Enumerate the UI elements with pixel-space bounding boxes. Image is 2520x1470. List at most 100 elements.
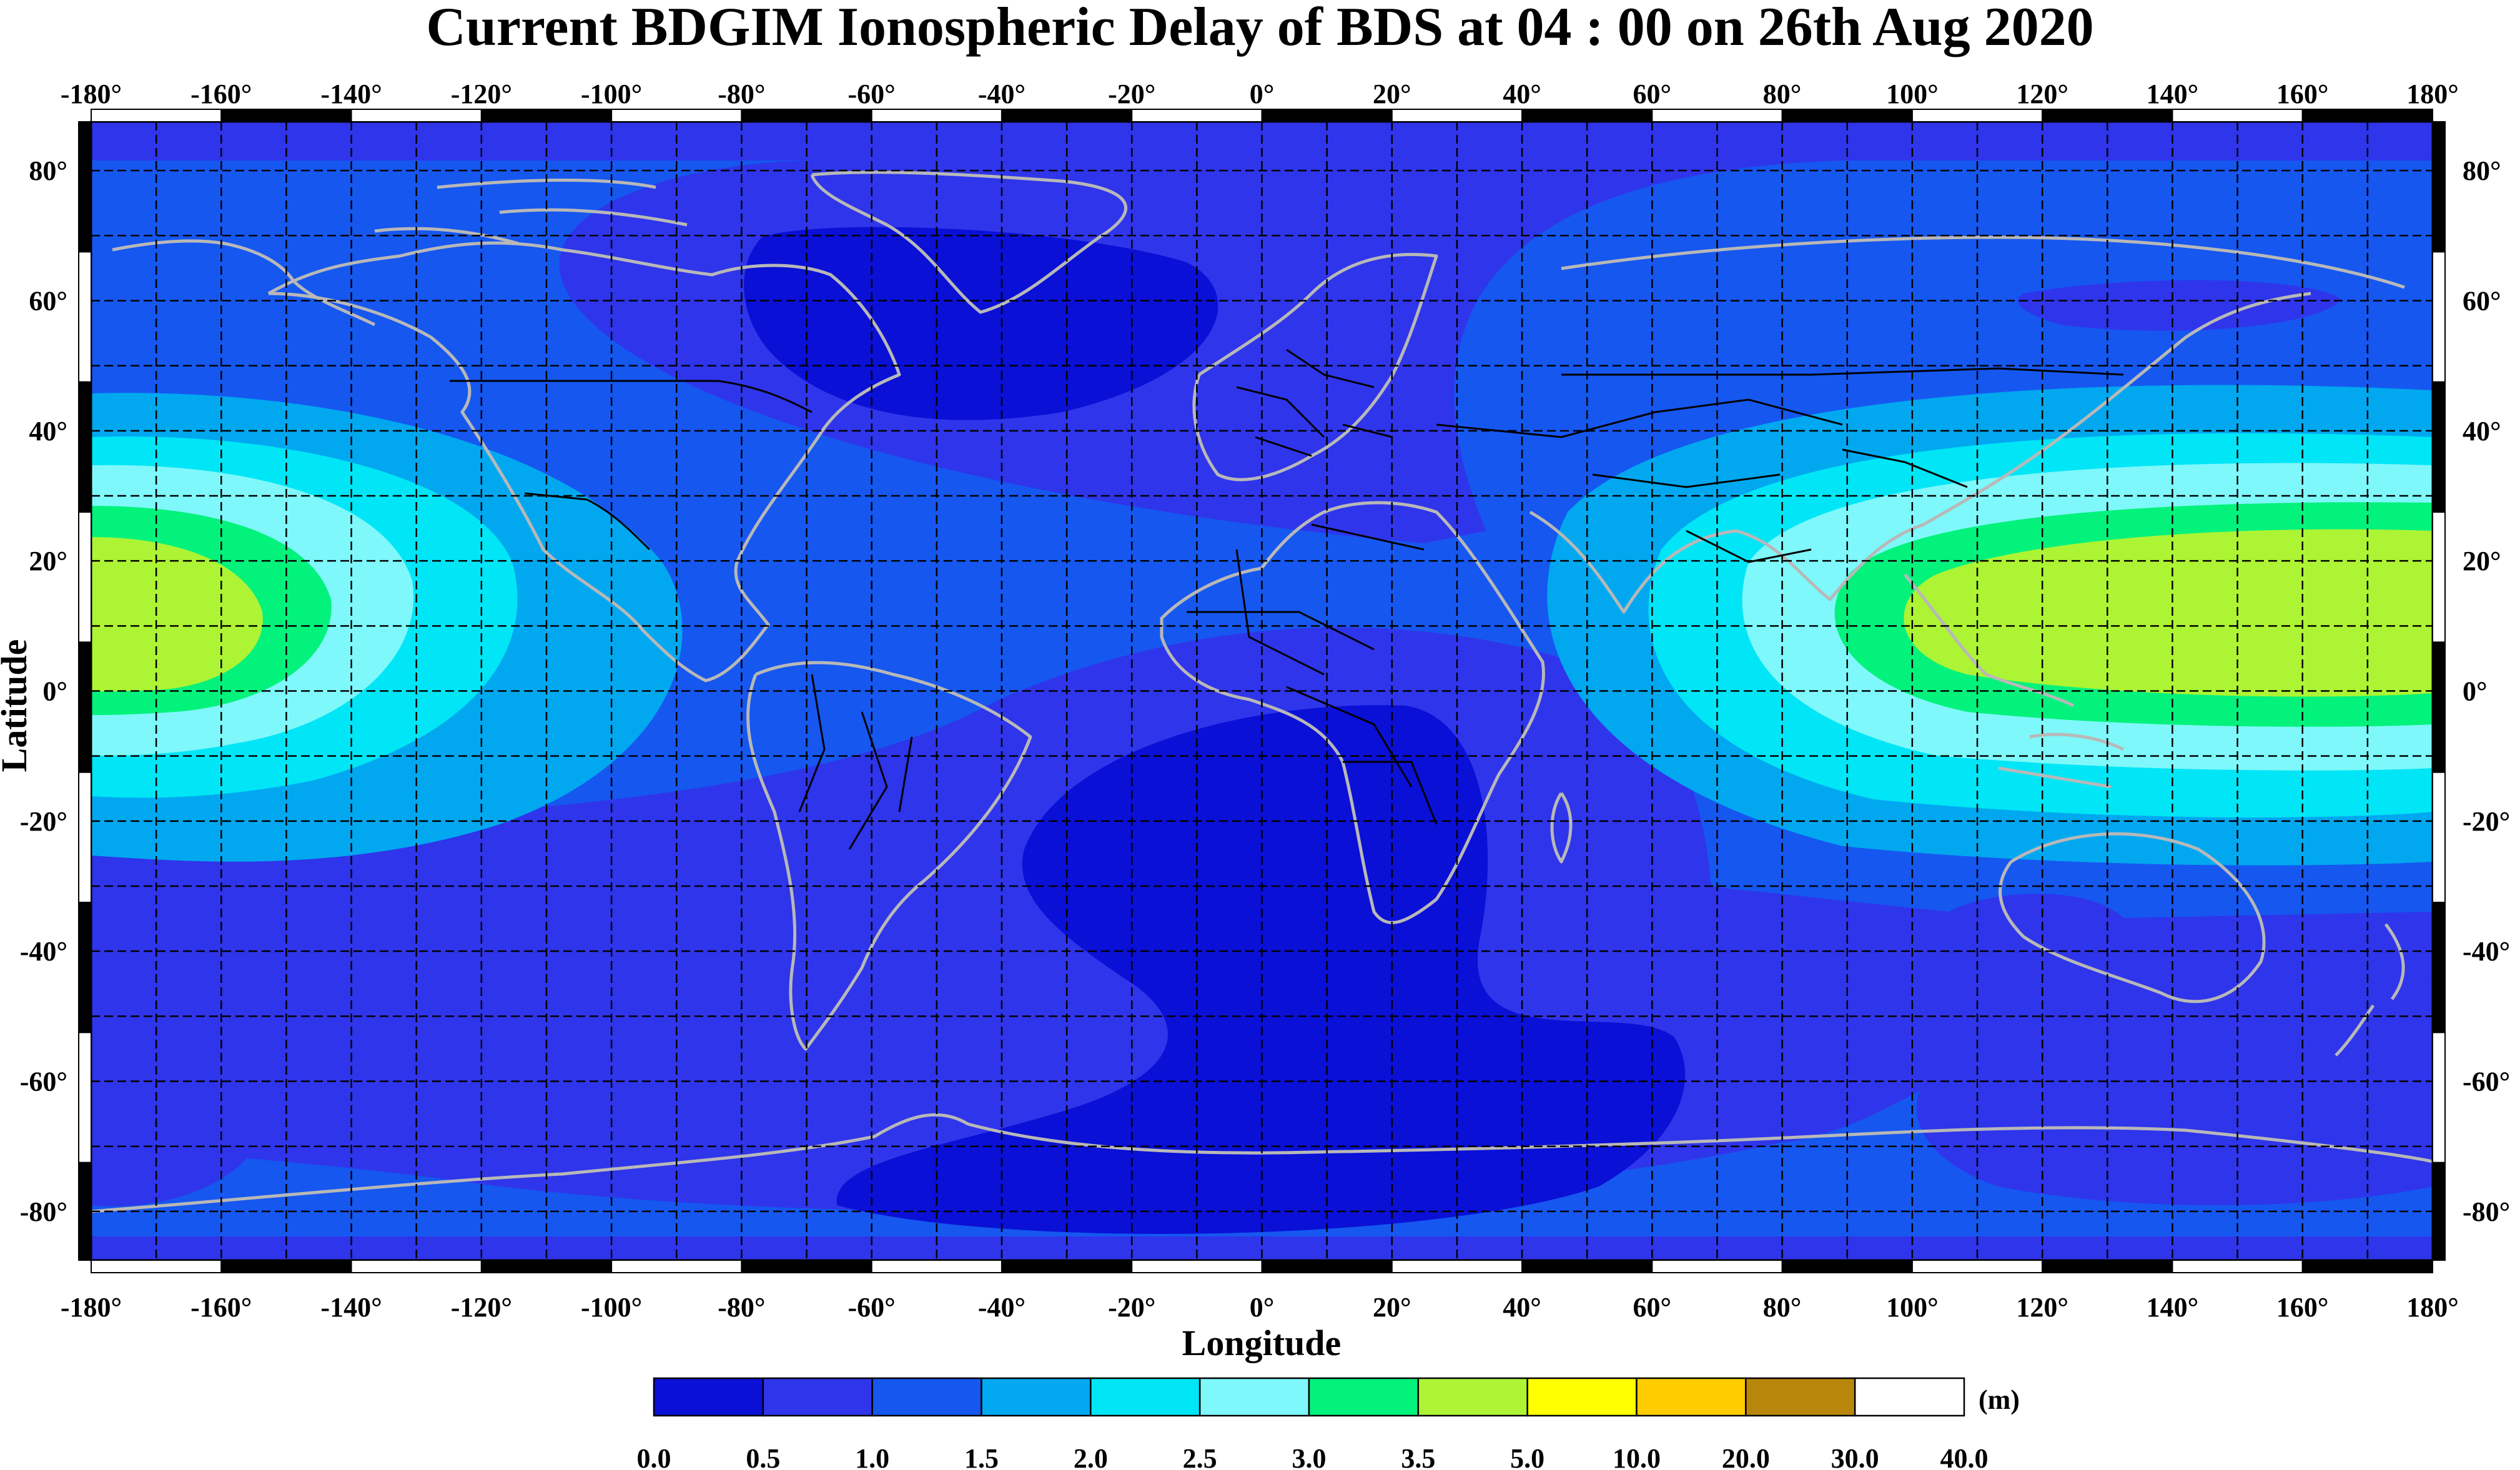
x-tick-label-bottom: 0° [1250, 1292, 1275, 1323]
colorbar-swatch [981, 1377, 1092, 1417]
x-tick-label-bottom: 140° [2147, 1292, 2199, 1323]
frame-segment-bottom [91, 1260, 222, 1273]
colorbar-swatch [1526, 1377, 1638, 1417]
y-tick-label-left: 40° [29, 416, 67, 446]
frame-segment-bottom [1001, 1260, 1133, 1273]
border-asia [1436, 367, 2124, 563]
frame-segment-right [2432, 641, 2446, 773]
coastline-europe-africa [1160, 501, 1545, 924]
colorbar-tick-label: 2.0 [1074, 1443, 1108, 1470]
y-tick-label-left: 80° [29, 155, 67, 186]
coastline-asia [1529, 235, 2405, 614]
frame-segment-top [2301, 109, 2433, 122]
colorbar-tick-label: 3.0 [1292, 1443, 1327, 1470]
frame-segment-top [1001, 109, 1133, 122]
x-tick-label-top: -180° [61, 79, 122, 109]
y-tick-label-right: 20° [2463, 546, 2501, 576]
frame-segment-bottom [871, 1260, 1002, 1273]
x-tick-label-top: -160° [190, 79, 252, 109]
coastline-europe-north [1192, 253, 1438, 481]
frame-segment-bottom [2172, 1260, 2303, 1273]
frame-segment-right [2432, 511, 2446, 643]
frame-segment-top [1781, 109, 1913, 122]
y-axis-title: Latitude [0, 639, 34, 772]
colorbar-tick-label: 20.0 [1722, 1443, 1770, 1470]
y-tick-label-right: 0° [2463, 676, 2488, 707]
colorbar-tick-label: 3.5 [1401, 1443, 1435, 1470]
frame-segment-bottom [1781, 1260, 1913, 1273]
colorbar-tick-label: 5.0 [1510, 1443, 1544, 1470]
x-tick-label-top: 0° [1250, 79, 1275, 109]
frame-segment-bottom [1261, 1260, 1393, 1273]
border-europe [1236, 348, 1393, 457]
colorbar-swatch [1308, 1377, 1420, 1417]
y-tick-label-left: 60° [29, 285, 67, 316]
frame-segment-bottom [220, 1260, 352, 1273]
colorbar-tick-label: 30.0 [1831, 1443, 1879, 1470]
frame-segment-top [350, 109, 482, 122]
x-tick-label-bottom: 80° [1763, 1292, 1802, 1323]
y-tick-label-right: 80° [2463, 155, 2501, 186]
frame-segment-top [2042, 109, 2173, 122]
contour-band-3.5-5.0 [91, 537, 263, 691]
x-tick-label-top: -140° [320, 79, 382, 109]
frame-segment-top [1131, 109, 1263, 122]
country-border-layer [450, 348, 2124, 850]
coastline-australia [1999, 832, 2266, 1004]
x-tick-label-bottom: 160° [2276, 1292, 2329, 1323]
y-tick-label-left: -40° [20, 936, 67, 967]
coastline-greenland [810, 170, 1128, 314]
frame-segment-top [2172, 109, 2303, 122]
colorbar-swatch [1417, 1377, 1528, 1417]
x-tick-label-top: 20° [1373, 79, 1411, 109]
axis-tick-labels: -180° -180° -160° -160° -140° -140° -120° -120°… [20, 79, 2511, 1323]
frame-segment-bottom [1911, 1260, 2043, 1273]
y-tick-label-right: -60° [2463, 1067, 2510, 1097]
frame-segment-left [78, 1162, 92, 1261]
frame-segment-top [1521, 109, 1653, 122]
x-tick-label-bottom: -140° [320, 1292, 382, 1323]
x-tick-label-bottom: 100° [1886, 1292, 1939, 1323]
y-tick-label-left: 0° [42, 676, 67, 707]
colorbar-tick-label: 10.0 [1613, 1443, 1661, 1470]
colorbar-tick-label: 1.0 [855, 1443, 889, 1470]
contour-band-0.5-1.0 [1916, 982, 2433, 1205]
coastline-layer [91, 170, 2433, 1213]
contour-band-0.0-0.5 [2017, 280, 2342, 331]
colorbar-swatch [1198, 1377, 1310, 1417]
frame-segment-top [480, 109, 613, 122]
coastline-southeast-asia [1904, 573, 2125, 789]
frame-segment-right [2432, 251, 2446, 383]
frame-segment-right [2432, 902, 2446, 1033]
frame-checker-border [78, 109, 2446, 1273]
y-tick-label-right: -20° [2463, 806, 2510, 837]
frame-segment-top [741, 109, 872, 122]
x-tick-label-bottom: -80° [718, 1292, 765, 1323]
border-south-america [798, 674, 913, 850]
colorbar-tick-label: 1.5 [964, 1443, 999, 1470]
colorbar-swatch [1090, 1377, 1201, 1417]
frame-segment-left [78, 251, 92, 383]
colorbar-swatch [1745, 1377, 1856, 1417]
x-tick-label-top: 60° [1633, 79, 1672, 109]
frame-segment-bottom [1131, 1260, 1263, 1273]
frame-segment-bottom [1391, 1260, 1523, 1273]
x-tick-label-top: 180° [2406, 79, 2459, 109]
frame-segment-top [871, 109, 1002, 122]
colorbar-tick-label: 2.5 [1183, 1443, 1217, 1470]
coastline-south-america [746, 661, 1032, 1051]
x-tick-label-bottom: 120° [2016, 1292, 2068, 1323]
colorbar-swatch [1636, 1377, 1747, 1417]
frame-segment-bottom [480, 1260, 613, 1273]
border-canada-us [450, 380, 813, 413]
x-tick-label-top: 140° [2147, 79, 2199, 109]
contour-band-0.5-1.0 [91, 1037, 262, 1206]
frame-segment-bottom [2042, 1260, 2173, 1273]
frame-segment-top [611, 109, 743, 122]
x-tick-label-top: 40° [1503, 79, 1541, 109]
x-tick-label-bottom: -180° [61, 1292, 122, 1323]
contour-band-3.5-5.0 [1904, 529, 2433, 697]
frame-segment-bottom [741, 1260, 872, 1273]
frame-segment-top [220, 109, 352, 122]
x-tick-label-bottom: -120° [451, 1292, 512, 1323]
